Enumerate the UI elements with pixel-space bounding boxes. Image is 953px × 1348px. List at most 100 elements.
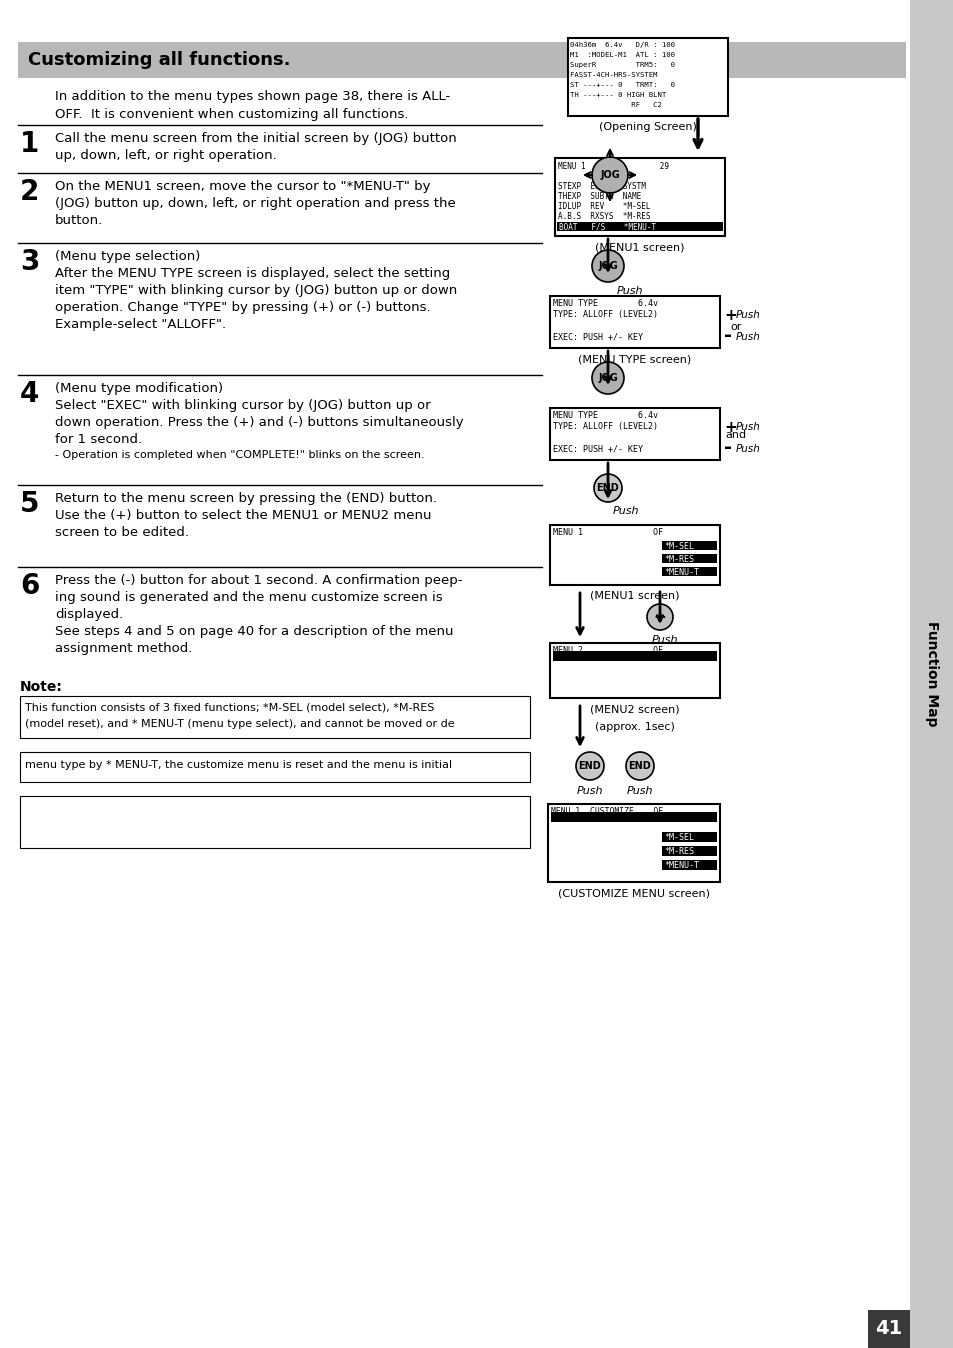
- Bar: [20, 797, 530, 848]
- Text: Customizing all functions.: Customizing all functions.: [28, 51, 291, 69]
- Text: 5: 5: [20, 491, 39, 518]
- Bar: [661, 541, 717, 550]
- Text: After the MENU TYPE screen is displayed, select the setting: After the MENU TYPE screen is displayed,…: [55, 267, 450, 280]
- Text: END: END: [578, 762, 600, 771]
- Text: END: END: [596, 483, 618, 493]
- Text: Select "EXEC" with blinking cursor by (JOG) button up or: Select "EXEC" with blinking cursor by (J…: [55, 399, 430, 412]
- Text: (Menu type modification): (Menu type modification): [55, 381, 223, 395]
- Text: ing sound is generated and the menu customize screen is: ing sound is generated and the menu cust…: [55, 590, 442, 604]
- Text: *M-RES: *M-RES: [663, 555, 693, 563]
- Bar: [909, 0, 953, 1348]
- Text: Push: Push: [735, 422, 760, 431]
- Text: See steps 4 and 5 on page 40 for a description of the menu: See steps 4 and 5 on page 40 for a descr…: [55, 625, 453, 638]
- Text: JOG: JOG: [598, 262, 618, 271]
- Text: (MENU2 screen): (MENU2 screen): [590, 704, 679, 714]
- Text: +: +: [723, 421, 736, 435]
- Circle shape: [592, 249, 623, 282]
- Text: Return to the menu screen by pressing the (END) button.: Return to the menu screen by pressing th…: [55, 492, 436, 506]
- Text: *MENU-T: *MENU-T: [663, 568, 699, 577]
- Bar: [661, 554, 717, 563]
- Text: operation. Change "TYPE" by pressing (+) or (-) buttons.: operation. Change "TYPE" by pressing (+)…: [55, 301, 430, 314]
- Text: Push: Push: [577, 786, 602, 797]
- Text: -: -: [723, 438, 731, 457]
- Text: 3: 3: [20, 248, 39, 276]
- Text: END: END: [628, 762, 651, 771]
- Text: Push: Push: [651, 635, 678, 644]
- Text: *M-RES: *M-RES: [663, 847, 693, 856]
- Text: 04h36m  6.4v   D/R : 100: 04h36m 6.4v D/R : 100: [569, 42, 675, 49]
- Text: FASST-4CH-HRS-SYSTEM: FASST-4CH-HRS-SYSTEM: [569, 71, 675, 78]
- Bar: [661, 832, 717, 842]
- Text: and: and: [724, 430, 746, 439]
- Text: STEXP  EPA    SYSTM: STEXP EPA SYSTM: [558, 182, 645, 191]
- Bar: [551, 811, 717, 822]
- Text: This function consists of 3 fixed functions; *M-SEL (model select), *M-RES: This function consists of 3 fixed functi…: [25, 702, 434, 712]
- Text: MENU TYPE        6.4v: MENU TYPE 6.4v: [553, 411, 658, 421]
- Bar: [661, 568, 717, 576]
- Text: Function Map: Function Map: [924, 621, 938, 727]
- Text: +: +: [723, 307, 736, 324]
- Text: TH ---+--- 0 HIGH BLNT: TH ---+--- 0 HIGH BLNT: [569, 92, 665, 98]
- Text: +: +: [653, 609, 666, 624]
- Text: Push: Push: [735, 310, 760, 319]
- Text: 41: 41: [875, 1320, 902, 1339]
- Bar: [567, 38, 727, 116]
- Bar: [553, 651, 717, 661]
- Circle shape: [576, 752, 603, 780]
- Text: button.: button.: [55, 214, 103, 226]
- Bar: [557, 222, 722, 231]
- Text: (CUSTOMIZE MENU screen): (CUSTOMIZE MENU screen): [558, 888, 709, 898]
- Text: TYPE: ALLOFF (LEVEL2): TYPE: ALLOFF (LEVEL2): [553, 310, 658, 319]
- Bar: [867, 1310, 909, 1348]
- Text: MENU TYPE        6.4v: MENU TYPE 6.4v: [553, 299, 658, 307]
- Bar: [550, 524, 720, 585]
- Text: (MENU TYPE screen): (MENU TYPE screen): [578, 355, 691, 364]
- Text: Push: Push: [612, 506, 639, 516]
- Text: screen to be edited.: screen to be edited.: [55, 526, 189, 539]
- Text: Push: Push: [626, 786, 653, 797]
- Text: (Menu type selection): (Menu type selection): [55, 249, 200, 263]
- Text: JOG: JOG: [598, 373, 618, 383]
- Bar: [550, 408, 720, 460]
- Text: Use the (+) button to select the MENU1 or MENU2 menu: Use the (+) button to select the MENU1 o…: [55, 510, 431, 522]
- Text: 4: 4: [20, 380, 39, 408]
- Text: MENU 1  CUSTOMIZE    OF: MENU 1 CUSTOMIZE OF: [551, 807, 662, 816]
- Text: Call the menu screen from the initial screen by (JOG) button: Call the menu screen from the initial sc…: [55, 132, 456, 146]
- Text: or: or: [730, 322, 740, 332]
- Text: (MENU1 screen): (MENU1 screen): [595, 243, 684, 252]
- Text: 6: 6: [20, 572, 39, 600]
- Circle shape: [625, 752, 654, 780]
- Text: MENU 1                29: MENU 1 29: [558, 162, 668, 171]
- Text: THEXP  SUBTR  NAME: THEXP SUBTR NAME: [558, 191, 640, 201]
- Bar: [20, 696, 530, 737]
- Text: TYPE: ALLOFF (LEVEL2): TYPE: ALLOFF (LEVEL2): [553, 422, 658, 431]
- Text: assignment method.: assignment method.: [55, 642, 193, 655]
- Text: BOAT   F/S    *MENU-T: BOAT F/S *MENU-T: [558, 222, 656, 232]
- Bar: [18, 42, 905, 78]
- Bar: [550, 297, 720, 348]
- Text: In addition to the menu types shown page 38, there is ALL-: In addition to the menu types shown page…: [55, 90, 450, 102]
- Circle shape: [592, 363, 623, 394]
- Text: (approx. 1sec): (approx. 1sec): [595, 723, 674, 732]
- Text: Note:: Note:: [20, 679, 63, 694]
- Text: JOG: JOG: [599, 170, 619, 181]
- Text: MENU 2              OF: MENU 2 OF: [553, 646, 662, 655]
- Text: (Opening Screen): (Opening Screen): [598, 123, 697, 132]
- Circle shape: [594, 474, 621, 501]
- Bar: [555, 158, 724, 236]
- Bar: [550, 643, 720, 698]
- Text: - Operation is completed when "COMPLETE!" blinks on the screen.: - Operation is completed when "COMPLETE!…: [55, 450, 424, 460]
- Text: On the MENU1 screen, move the cursor to "*MENU-T" by: On the MENU1 screen, move the cursor to …: [55, 181, 430, 193]
- Text: 2: 2: [20, 178, 39, 206]
- Bar: [661, 847, 717, 856]
- Bar: [20, 752, 530, 782]
- Text: -: -: [723, 326, 731, 345]
- Text: M1  :MODEL-M1  ATL : 100: M1 :MODEL-M1 ATL : 100: [569, 53, 675, 58]
- Text: *M-SEL: *M-SEL: [663, 833, 693, 842]
- Text: RF   C2: RF C2: [569, 102, 661, 108]
- Text: SuperR         TRM5:   0: SuperR TRM5: 0: [569, 62, 675, 67]
- Text: IDLUP  REV    *M-SEL: IDLUP REV *M-SEL: [558, 202, 650, 212]
- Text: down operation. Press the (+) and (-) buttons simultaneously: down operation. Press the (+) and (-) bu…: [55, 417, 463, 429]
- Text: (MENU1 screen): (MENU1 screen): [590, 590, 679, 601]
- Text: ST ---+--- 0   TRMT:   0: ST ---+--- 0 TRMT: 0: [569, 82, 675, 88]
